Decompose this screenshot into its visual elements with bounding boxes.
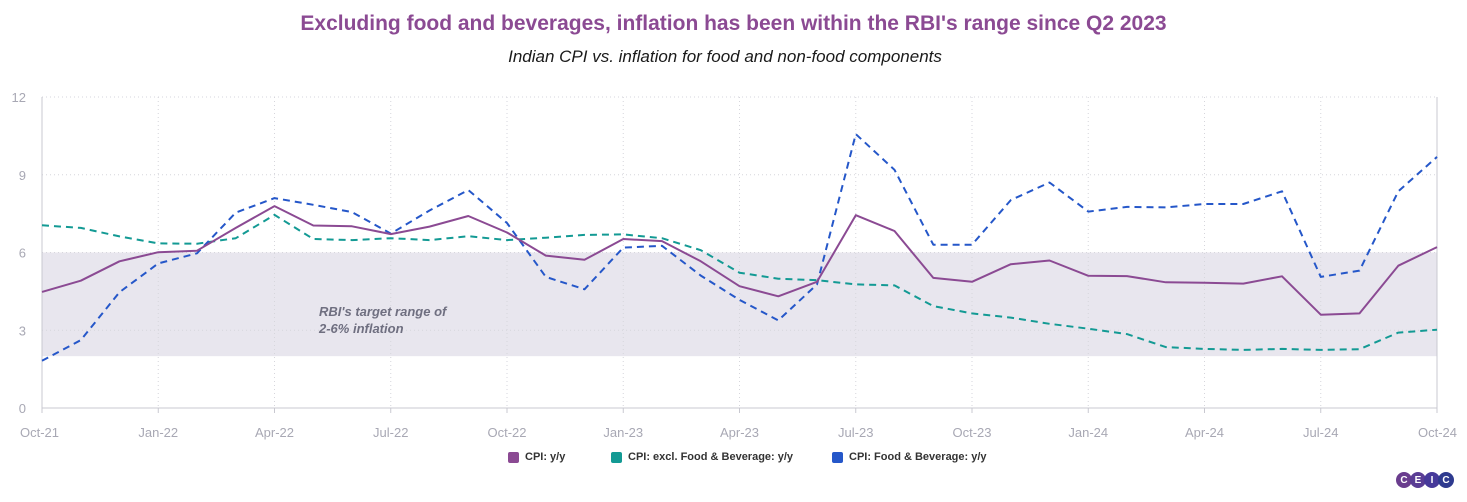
legend-item-cpi[interactable]: CPI: y/y [508, 451, 565, 463]
legend-swatch-cpi-food [832, 451, 843, 463]
y-tick-label: 0 [19, 401, 26, 416]
cpi-line [41, 205, 1438, 316]
x-tick-label: Jul-23 [838, 425, 873, 440]
legend-item-cpi-excl-food[interactable]: CPI: excl. Food & Beverage: y/y [611, 451, 793, 463]
series-lines [41, 133, 1438, 362]
y-tick-label: 3 [19, 323, 26, 338]
x-tick-labels: Oct-21 Jan-22 Apr-22 Jul-22 Oct-22 Jan-23 Apr-… [20, 408, 1457, 440]
x-tick-label: Oct-21 [20, 425, 59, 440]
x-tick-label: Jul-24 [1303, 425, 1338, 440]
x-tick-label: Jan-22 [138, 425, 178, 440]
x-tick-label: Jan-24 [1068, 425, 1108, 440]
x-tick-label: Jul-22 [373, 425, 408, 440]
grid-lines [42, 96, 1437, 408]
x-tick-label: Jan-23 [603, 425, 643, 440]
legend-label-cpi-food: CPI: Food & Beverage: y/y [849, 451, 987, 463]
chart-title: Excluding food and beverages, inflation … [300, 12, 1167, 35]
y-tick-labels: 0 3 6 9 12 [12, 90, 26, 416]
y-tick-label: 12 [12, 90, 26, 105]
logo-letter-c2: C [1438, 472, 1454, 488]
logo-letter-i: I [1424, 472, 1440, 488]
y-tick-label: 6 [19, 246, 26, 261]
legend-label-cpi-excl-food: CPI: excl. Food & Beverage: y/y [628, 451, 794, 463]
legend-label-cpi: CPI: y/y [525, 451, 566, 463]
legend-swatch-cpi-excl-food [611, 451, 622, 463]
chart-subtitle: Indian CPI vs. inflation for food and no… [508, 47, 942, 66]
logo-letter-e: E [1410, 472, 1426, 488]
x-tick-label: Apr-24 [1185, 425, 1224, 440]
legend-swatch-cpi [508, 451, 519, 463]
band-label-line-2: 2-6% inflation [318, 321, 404, 336]
x-tick-label: Oct-23 [952, 425, 991, 440]
y-tick-label: 9 [19, 168, 26, 183]
ceic-logo: C E I C [1396, 472, 1454, 488]
legend: CPI: y/y CPI: excl. Food & Beverage: y/y… [0, 451, 1467, 467]
legend-item-cpi-food[interactable]: CPI: Food & Beverage: y/y [832, 451, 987, 463]
x-tick-label: Oct-22 [487, 425, 526, 440]
x-tick-label: Oct-24 [1418, 425, 1457, 440]
cpi-food-line [41, 133, 1438, 362]
target-band [42, 252, 1437, 357]
cpi-excl-food-line [41, 213, 1438, 351]
x-tick-label: Apr-22 [255, 425, 294, 440]
logo-letter-c1: C [1396, 472, 1412, 488]
band-label-line-1: RBI's target range of [319, 304, 448, 319]
x-tick-label: Apr-23 [720, 425, 759, 440]
